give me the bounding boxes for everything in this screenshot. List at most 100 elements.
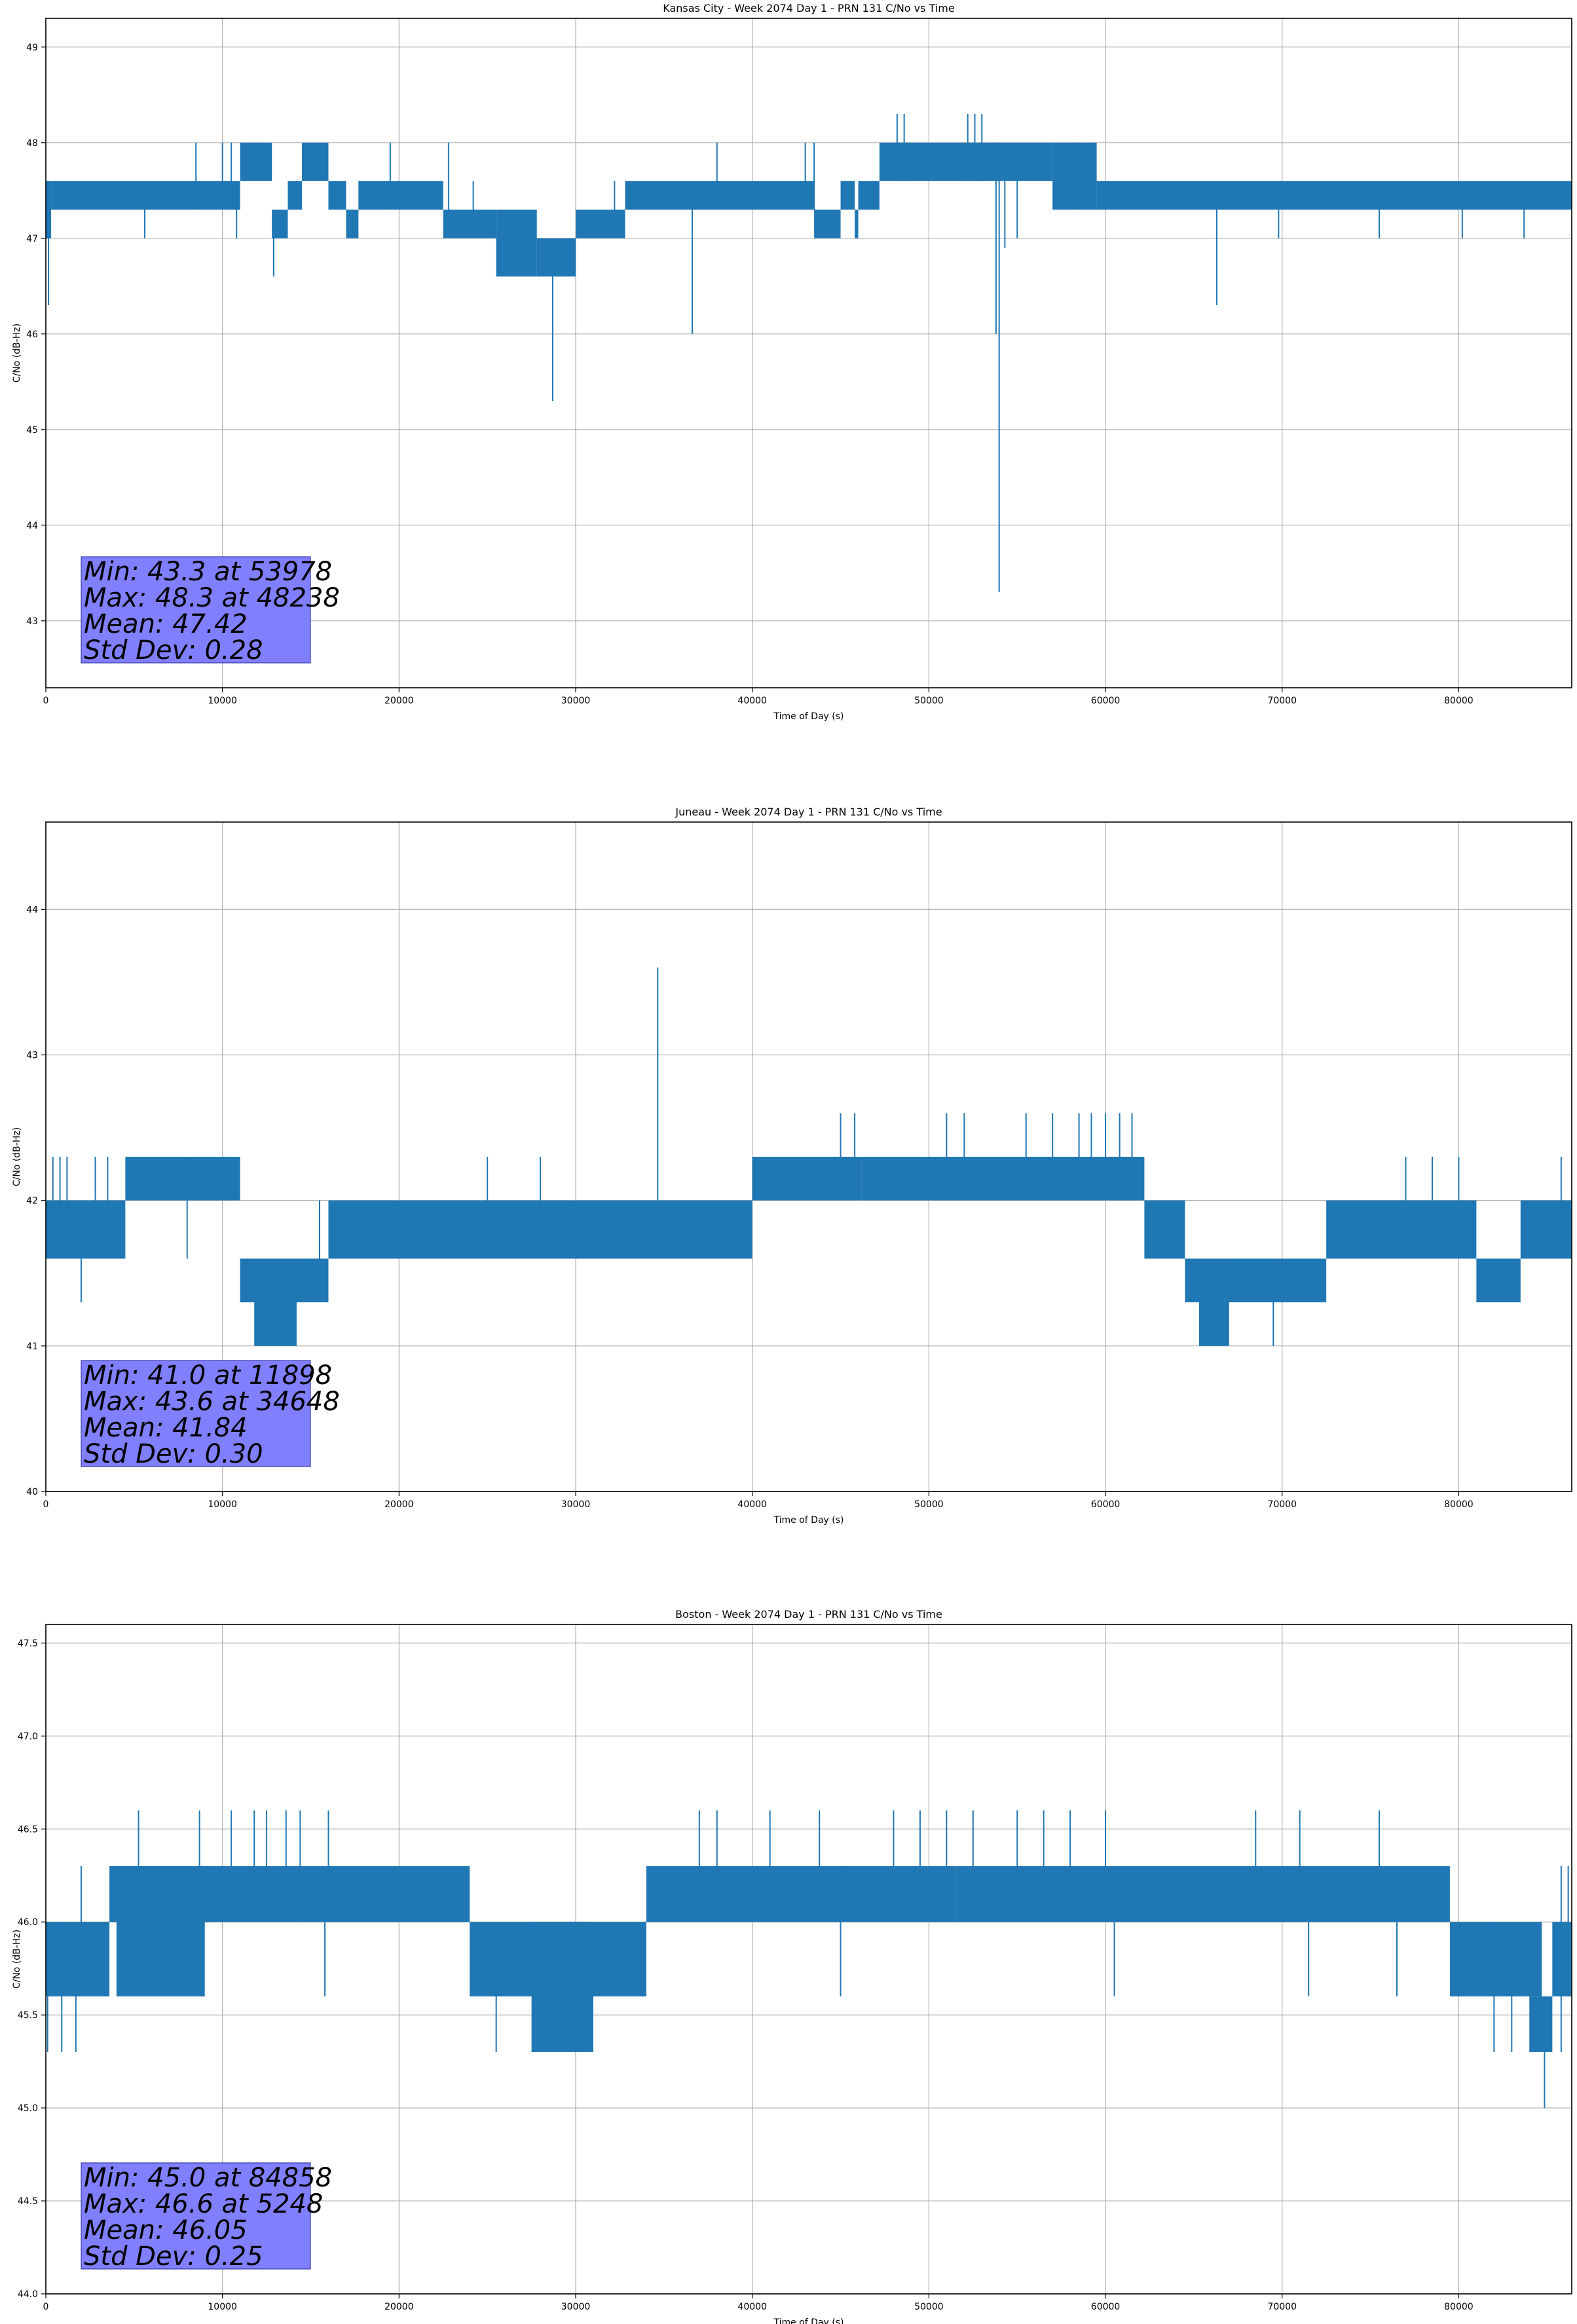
y-tick-label: 44 [26,905,38,915]
x-tick-label: 40000 [737,2302,767,2312]
x-tick-label: 20000 [384,1499,414,1510]
x-tick-label: 40000 [737,696,767,706]
data-band [272,210,288,238]
x-axis-label: Time of Day (s) [773,711,844,722]
stats-line: Min: 41.0 at 11898 [84,1360,332,1391]
x-tick-label: 50000 [914,2302,944,2312]
y-tick-label: 41 [26,1341,38,1352]
stats-line: Max: 43.6 at 34648 [84,1387,340,1417]
x-tick-label: 40000 [737,1499,767,1510]
y-tick-label: 45.0 [18,2103,38,2114]
data-band [51,181,240,210]
data-band [646,1866,955,1922]
data-band [46,1922,110,1996]
x-tick-label: 0 [43,1499,49,1510]
chart-title: Boston - Week 2074 Day 1 - PRN 131 C/No … [675,1608,942,1621]
data-band [328,181,346,210]
y-axis-label: C/No (dB-Hz) [12,1930,22,1989]
data-band [1144,1200,1185,1259]
y-tick-label: 47 [26,234,38,244]
plot-frame [45,821,1572,1492]
data-band [814,210,841,238]
data-band [46,1200,126,1259]
data-band [302,142,329,181]
data-band [855,210,859,238]
stats-box [81,556,311,664]
y-tick-label: 45 [26,425,38,436]
stats-line: Std Dev: 0.30 [84,1439,263,1469]
y-tick-label: 44 [26,521,38,531]
x-tick-label: 70000 [1267,696,1297,706]
y-tick-label: 46.0 [18,1917,38,1928]
data-band [496,210,537,277]
y-tick-label: 44.5 [18,2196,38,2207]
y-tick-label: 44.0 [18,2289,38,2300]
y-tick-label: 47.5 [18,1638,38,1649]
y-tick-label: 46.5 [18,1824,38,1835]
x-tick-label: 10000 [208,2302,237,2312]
chart-panel: 0 10000 20000 30000 40000 50000 60000 70000 8000… [12,806,1572,1526]
data-band [1529,1996,1553,2052]
data-band [1520,1200,1572,1259]
x-axis-label: Time of Day (s) [773,2317,844,2324]
y-tick-label: 40 [26,1487,38,1497]
data-band [1052,142,1097,210]
stats-line: Std Dev: 0.28 [84,635,263,665]
x-tick-label: 80000 [1444,2302,1474,2312]
x-tick-label: 10000 [208,696,237,706]
data-band [346,210,359,238]
chart-title: Kansas City - Week 2074 Day 1 - PRN 131 … [663,2,954,14]
y-tick-label: 42 [26,1196,38,1207]
y-tick-label: 43 [26,1050,38,1060]
data-band [358,181,443,210]
x-tick-label: 0 [43,2302,49,2312]
y-tick-label: 47.0 [18,1731,38,1742]
x-tick-label: 0 [43,696,49,706]
data-band [254,1258,297,1346]
data-band [955,1866,1450,1922]
data-band [536,238,576,277]
data-band [858,181,880,210]
y-tick-label: 45.5 [18,2010,38,2021]
data-band [879,142,1053,181]
x-tick-label: 30000 [561,696,591,706]
data-band [125,1157,240,1201]
y-tick-label: 48 [26,138,38,149]
data-band [840,181,855,210]
data-band [1198,1258,1229,1346]
x-tick-label: 50000 [914,696,944,706]
chart-panel: 0 10000 20000 30000 40000 50000 60000 70000 8000… [12,1608,1572,2324]
data-band [1096,181,1572,210]
stats-box [81,1360,311,1467]
data-band [1326,1200,1477,1259]
y-tick-label: 43 [26,616,38,627]
data-band [240,142,272,181]
stats-box [81,2162,311,2270]
x-axis-label: Time of Day (s) [773,1515,844,1526]
data-band [116,1866,205,1996]
stats-line: Std Dev: 0.25 [84,2241,263,2272]
x-tick-label: 20000 [384,696,414,706]
plot-frame [45,18,1572,688]
stats-line: Mean: 46.05 [84,2215,248,2245]
data-band [288,181,303,210]
x-tick-label: 60000 [1091,2302,1121,2312]
data-band [1449,1922,1542,1996]
data-band [1476,1258,1521,1303]
data-band [576,210,625,238]
x-tick-label: 80000 [1444,696,1474,706]
stats-line: Max: 46.6 at 5248 [84,2189,323,2219]
data-band [531,1922,593,2052]
data-band [752,1157,862,1201]
x-tick-label: 60000 [1091,696,1121,706]
x-tick-label: 50000 [914,1499,944,1510]
data-band [443,210,496,238]
stats-line: Max: 48.3 at 48238 [84,583,340,613]
y-axis-label: C/No (dB-Hz) [12,324,22,383]
y-tick-label: 46 [26,329,38,340]
y-axis-label: C/No (dB-Hz) [12,1127,22,1186]
x-tick-label: 80000 [1444,1499,1474,1510]
x-tick-label: 70000 [1267,1499,1297,1510]
stats-line: Mean: 41.84 [84,1413,248,1443]
